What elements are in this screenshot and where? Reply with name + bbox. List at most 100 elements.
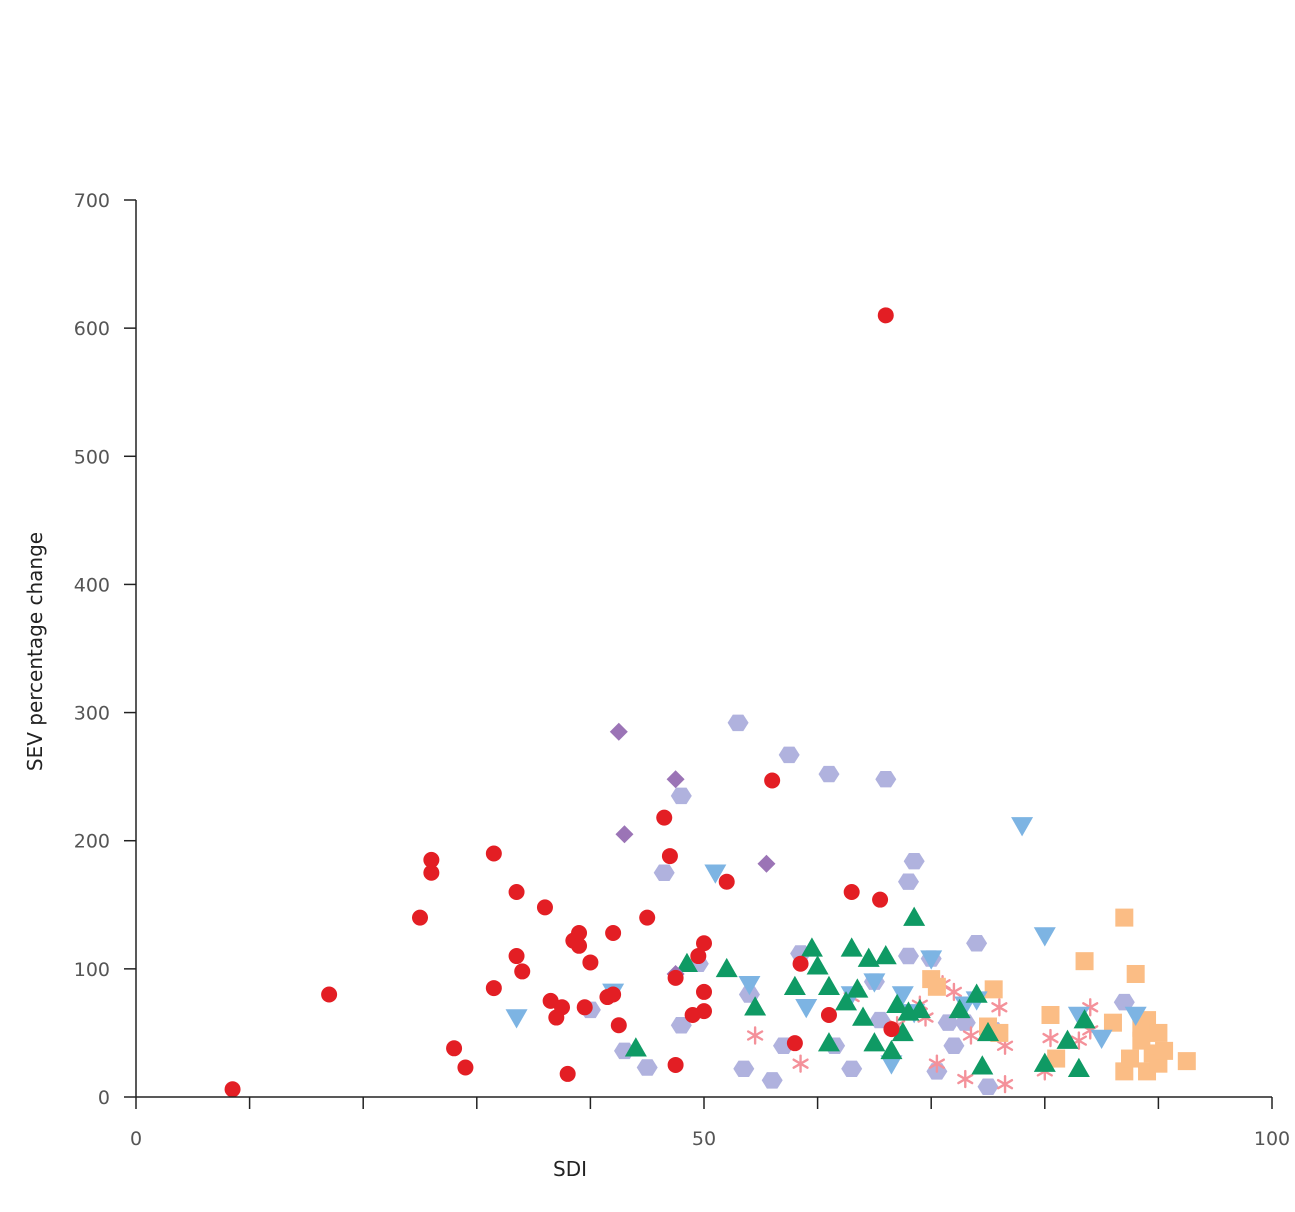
data-point [610,1017,627,1034]
y-tick-label: 200 [74,831,110,853]
data-point [991,998,1008,1017]
data-point [786,1035,803,1052]
data-point [667,969,684,986]
data-point [1103,1013,1122,1032]
data-point [977,1078,999,1095]
data-point [670,787,692,805]
data-point [792,1054,809,1073]
data-point [446,1040,463,1057]
data-point [874,945,897,965]
data-point [846,978,869,998]
data-point [891,986,914,1006]
data-point [800,937,823,957]
data-point [863,1032,886,1052]
data-point [675,952,698,972]
data-point [1126,964,1145,983]
data-point [715,957,738,978]
data-point [661,848,678,865]
data-point [667,1056,684,1073]
data-point [508,883,525,900]
data-point [746,1026,764,1045]
data-point [1075,952,1094,971]
data-point [505,1009,528,1029]
data-point [656,809,673,826]
data-point [898,873,919,890]
data-point [423,851,440,868]
axes: 0 100 200 300 400 500 600 700 0 50 100 [74,190,1290,1150]
data-point [1155,1041,1174,1060]
data-point [696,935,712,952]
data-point [571,937,588,954]
data-point [704,864,727,884]
y-axis-title: SEV percentage change [23,532,47,771]
data-point [653,864,675,881]
data-point [508,948,525,965]
y-tick-label: 500 [74,446,110,468]
data-point [764,772,781,789]
data-point [817,975,840,996]
data-point [857,947,880,967]
data-point [1041,1005,1060,1024]
data-point [928,1054,946,1073]
data-point [908,998,931,1019]
data-point [783,975,806,996]
data-point [977,1021,999,1042]
data-point [877,307,894,324]
data-point [696,1003,712,1020]
data-point [1124,1006,1147,1026]
x-ticks: 0 50 100 [130,1097,1290,1150]
data-point [738,975,761,996]
data-point [485,980,502,997]
data-point [605,986,622,1003]
data-point [718,873,735,890]
data-point [605,924,622,941]
data-point [757,854,776,873]
data-point [806,955,829,975]
data-point [903,906,926,926]
data-point [1149,1023,1168,1042]
data-point [1113,993,1135,1011]
data-point [984,980,1003,999]
data-point [872,891,889,908]
data-point [639,909,656,926]
data-point [880,1055,903,1075]
data-point [412,909,428,926]
data-point [485,845,502,862]
y-tick-label: 100 [74,959,110,981]
data-point [920,950,943,970]
data-point [886,993,909,1013]
data-point [841,1060,863,1077]
data-point [948,998,971,1019]
data-point [840,937,863,957]
data-point [795,999,818,1019]
data-point [321,986,338,1003]
data-point [883,1021,900,1038]
y-ticks: 0 100 200 300 400 500 600 700 [74,190,136,1109]
data-point [1132,1031,1151,1050]
data-point [733,1060,755,1077]
data-point [582,954,599,971]
data-point [1033,1052,1056,1072]
data-point [727,714,749,732]
data-point [670,1017,692,1034]
series-triangle-up [624,906,1096,1078]
x-axis-title: SDI [553,1157,587,1181]
data-point [690,948,707,965]
data-point [835,991,857,1011]
plot-area [224,307,1196,1098]
data-point [852,1006,875,1026]
data-point [624,1037,647,1057]
data-point [696,983,712,1000]
data-point [875,771,897,788]
y-tick-label: 400 [74,574,110,596]
data-point [1177,1052,1196,1071]
data-point [937,1014,959,1031]
data-point [576,999,593,1016]
data-point [761,1072,783,1089]
data-point [891,1021,914,1042]
data-point [1115,908,1134,927]
data-point [1121,1049,1139,1068]
data-point [820,1006,837,1023]
data-point [1011,817,1034,837]
